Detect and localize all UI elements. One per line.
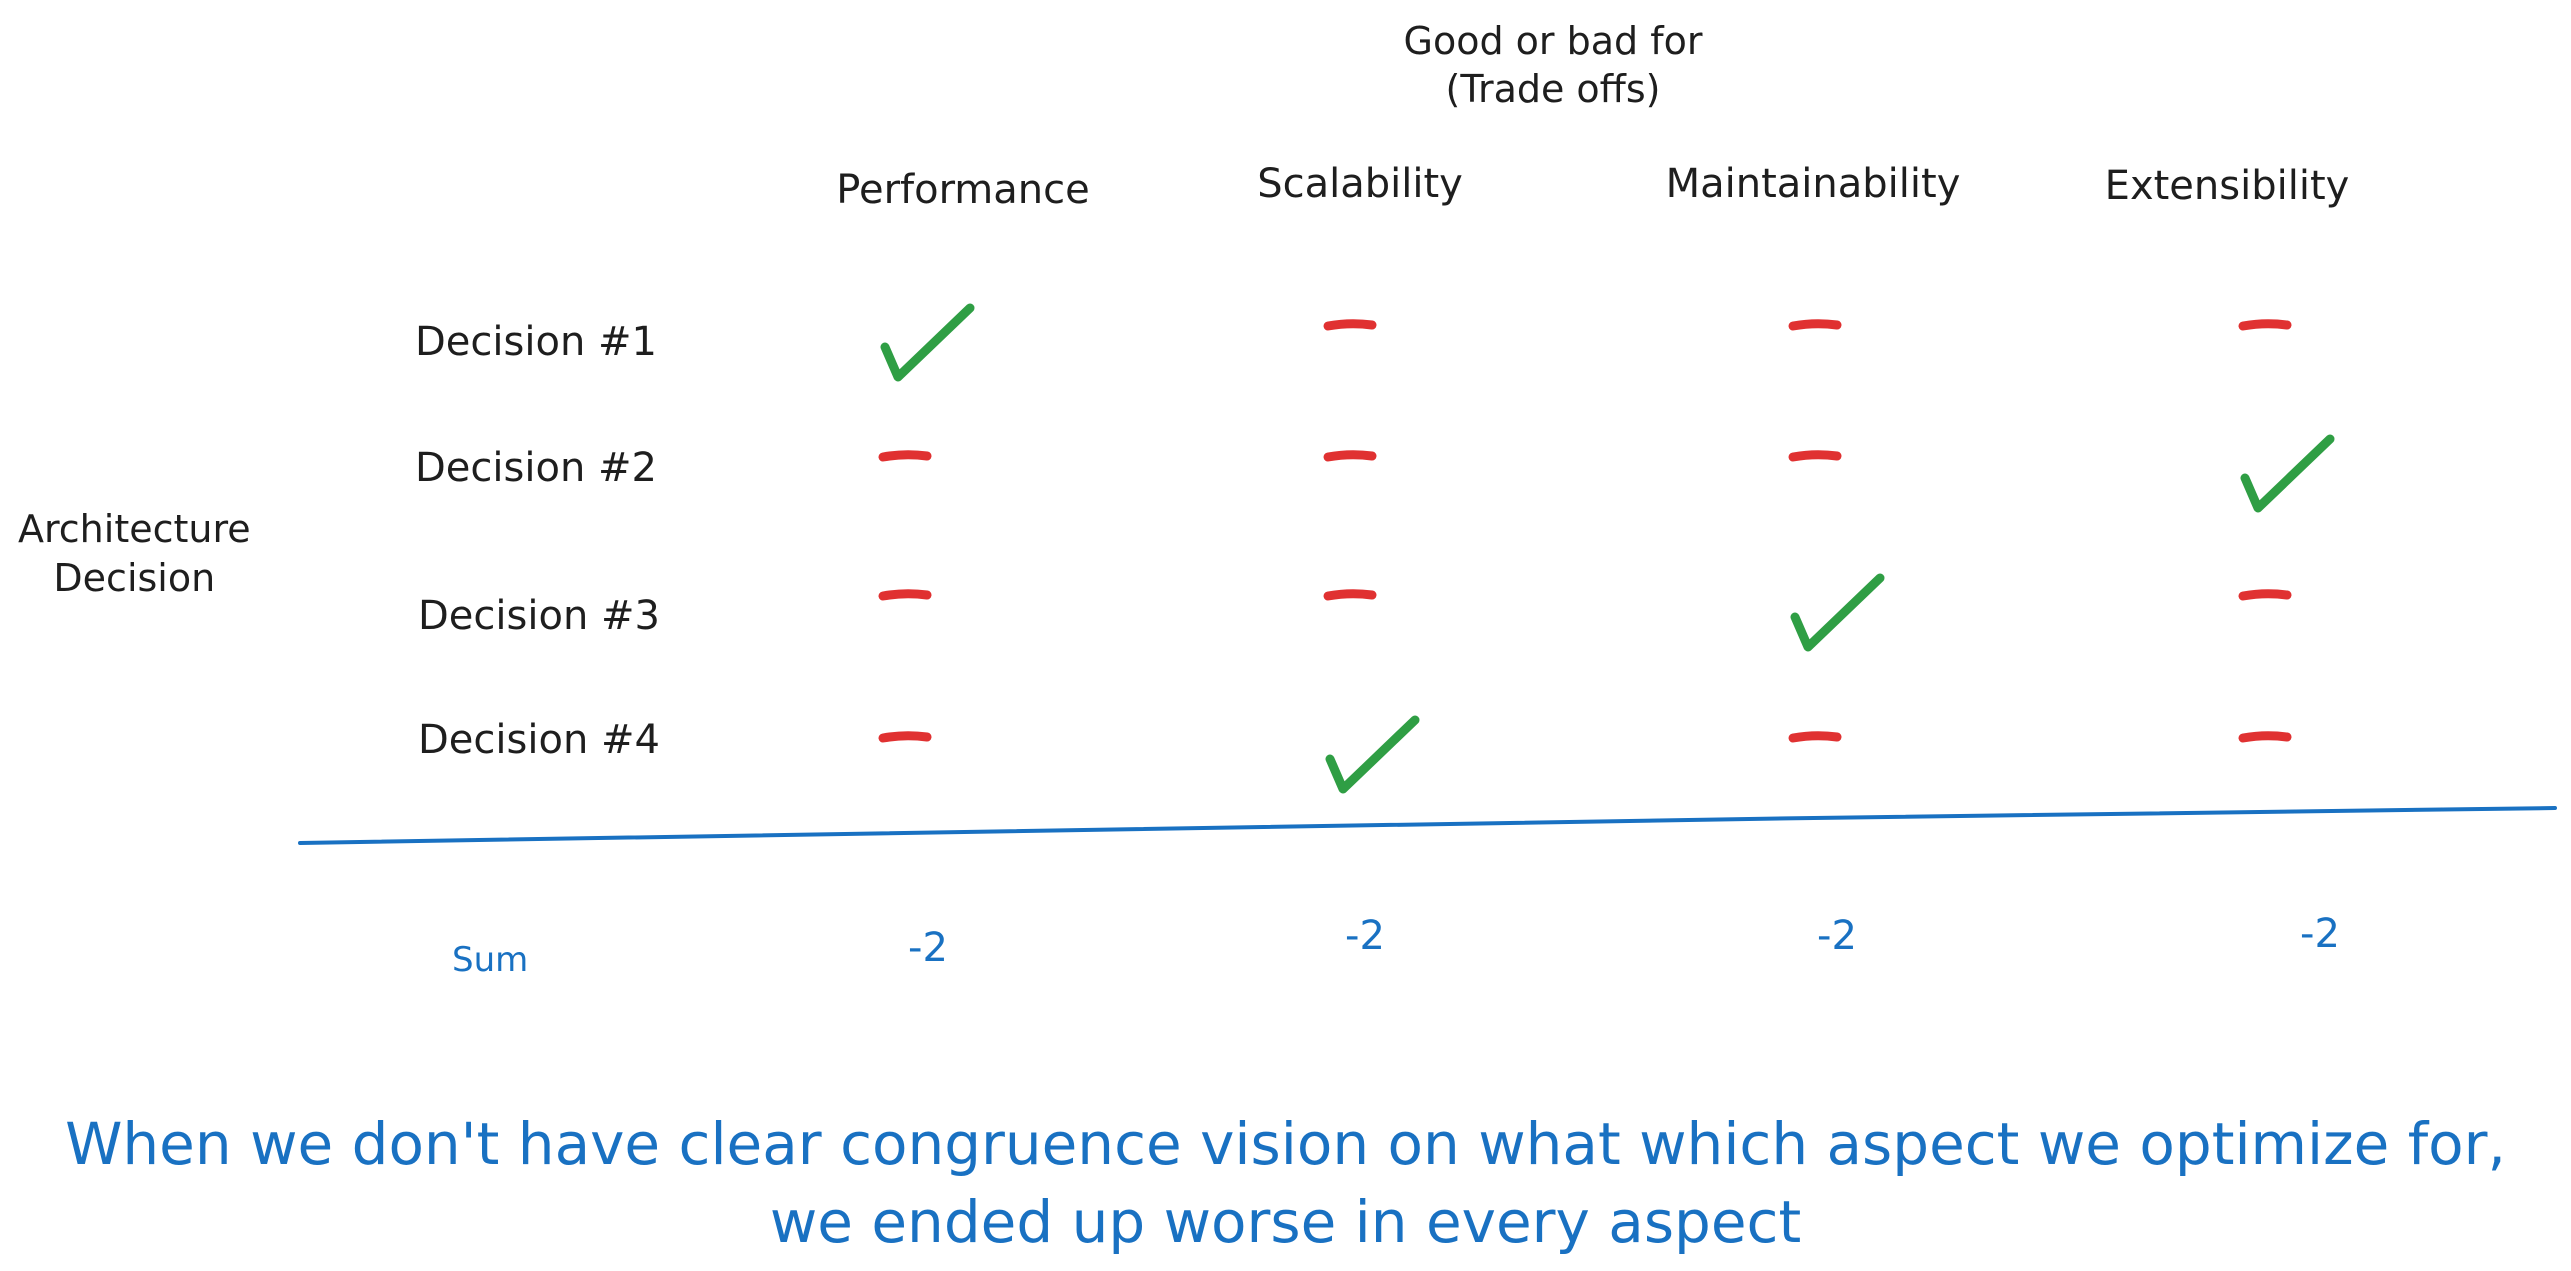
check-icon-r3-maintainability <box>1790 573 1885 652</box>
column-header-performance: Performance <box>836 167 1090 213</box>
dash-icon-r4-performance <box>878 731 932 743</box>
title-line-2: (Trade offs) <box>1445 67 1661 111</box>
dash-icon-r4-extensibility <box>2238 731 2292 743</box>
sum-value-performance: -2 <box>908 925 948 971</box>
sum-value-extensibility: -2 <box>2300 911 2340 957</box>
conclusion-line-1: When we don't have clear congruence visi… <box>65 1110 2506 1178</box>
dash-icon-r3-performance <box>878 589 932 601</box>
diagram-title: Good or bad for (Trade offs) <box>1404 22 1703 108</box>
dash-icon-r1-maintainability <box>1788 319 1842 331</box>
conclusion-text: When we don't have clear congruence visi… <box>0 1105 2571 1262</box>
sum-value-maintainability: -2 <box>1817 913 1857 959</box>
row-header-decision-1: Decision #1 <box>415 319 657 365</box>
column-header-extensibility: Extensibility <box>2104 163 2350 209</box>
row-header-decision-2: Decision #2 <box>415 445 657 491</box>
title-line-1: Good or bad for <box>1403 19 1703 63</box>
sum-divider-line <box>298 806 2557 845</box>
dash-icon-r2-maintainability <box>1788 450 1842 462</box>
conclusion-line-2: we ended up worse in every aspect <box>769 1188 1802 1257</box>
check-icon-r1-performance <box>880 303 975 382</box>
dash-icon-r1-extensibility <box>2238 319 2292 331</box>
axis-label-line-1: Architecture <box>18 507 251 551</box>
column-header-scalability: Scalability <box>1257 161 1463 207</box>
sum-value-scalability: -2 <box>1345 913 1385 959</box>
check-icon-r2-extensibility <box>2240 434 2335 513</box>
axis-label-architecture-decision: Architecture Decision <box>18 505 251 604</box>
row-header-decision-4: Decision #4 <box>418 717 660 763</box>
column-header-maintainability: Maintainability <box>1665 161 1961 207</box>
row-header-decision-3: Decision #3 <box>418 593 660 639</box>
dash-icon-r2-scalability <box>1323 450 1377 462</box>
dash-icon-r3-scalability <box>1323 589 1377 601</box>
check-icon-r4-scalability <box>1325 715 1420 794</box>
dash-icon-r1-scalability <box>1323 319 1377 331</box>
matrix-cells <box>878 303 2335 794</box>
sum-label: Sum <box>452 940 529 980</box>
dash-icon-r4-maintainability <box>1788 731 1842 743</box>
dash-icon-r2-performance <box>878 450 932 462</box>
dash-icon-r3-extensibility <box>2238 589 2292 601</box>
axis-label-line-2: Decision <box>53 556 216 601</box>
